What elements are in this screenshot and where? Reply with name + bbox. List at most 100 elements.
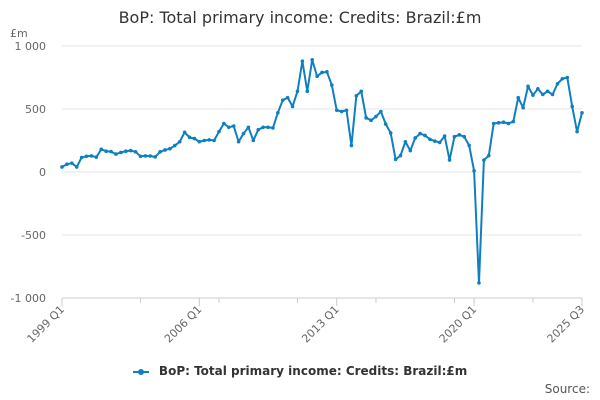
x-tick-label: 2025 Q3 [545,303,588,346]
data-point [187,135,192,140]
data-point [271,126,275,130]
y-tick-label: -1 000 [11,292,46,305]
data-point [339,109,344,114]
data-point [256,127,261,132]
data-point [285,95,290,100]
data-point [182,130,187,135]
data-point [300,59,305,63]
data-point [99,147,104,152]
data-point [153,155,158,159]
data-point [212,138,216,143]
data-point [197,139,202,144]
data-point [433,139,437,143]
data-point [496,121,501,125]
data-point [388,131,393,135]
data-point [379,109,383,114]
data-point [143,154,148,158]
data-point [251,138,256,143]
data-point [290,104,295,109]
chart-title: BoP: Total primary income: Credits: Braz… [118,8,482,27]
data-point [133,150,138,154]
data-point [457,133,462,137]
data-point [540,92,545,97]
data-point [217,129,221,134]
data-point [241,131,246,136]
data-point [315,74,319,79]
data-point [452,134,457,139]
data-point [486,153,491,158]
data-point [560,76,565,81]
data-point [330,83,334,87]
data-point [511,119,516,124]
data-point [70,161,74,165]
data-point [163,148,167,152]
data-point [437,140,442,145]
data-point [280,98,285,102]
data-point [526,84,530,89]
data-point [393,157,398,162]
data-point [491,121,496,126]
data-point [383,122,388,126]
data-point [369,118,373,123]
data-point [374,114,378,119]
series-line [61,58,583,284]
data-point [202,138,207,143]
data-point [114,152,118,156]
data-point [236,139,241,144]
data-point [192,136,197,141]
data-point [168,146,172,151]
data-point [413,136,418,140]
data-point [325,70,329,74]
y-axis-unit-label: £m [10,27,28,40]
data-point [148,154,153,158]
data-point [428,137,432,142]
legend-label: BoP: Total primary income: Credits: Braz… [158,364,468,378]
data-point [65,162,69,166]
data-point [472,168,476,173]
data-point [408,148,413,153]
data-point [442,134,447,138]
data-point [222,121,226,126]
data-point [550,92,555,97]
data-point [261,125,265,130]
data-point [60,165,64,169]
data-point [516,95,521,100]
data-point [570,104,574,109]
data-point [501,120,506,125]
data-point [555,82,560,86]
data-point [418,131,422,136]
data-point [580,110,584,115]
legend-line-marker-icon [132,368,149,375]
data-point [74,165,79,169]
data-point [109,149,113,154]
data-point [575,129,579,134]
data-point [231,124,236,128]
data-point [565,75,570,80]
data-point [398,153,403,158]
x-tick-label: 2006 Q1 [162,303,205,346]
data-point [89,154,94,158]
data-point [158,150,162,154]
data-point [506,121,511,126]
data-point [104,149,108,154]
data-point [123,149,128,154]
data-point [79,155,84,160]
data-point [320,70,324,75]
data-point [138,154,143,159]
chart-legend: BoP: Total primary income: Credits: Braz… [0,364,600,378]
data-point [119,150,123,155]
data-point [128,148,133,153]
y-tick-label: 0 [39,166,46,179]
data-point [447,158,452,162]
data-point [482,158,486,162]
data-point [521,105,525,110]
data-point [246,125,251,130]
data-point [84,154,89,159]
data-point [276,110,280,115]
data-point [364,116,368,120]
data-point [295,89,300,94]
x-tick-label: 2020 Q1 [437,303,480,346]
data-point [266,125,270,130]
data-point [403,139,408,144]
